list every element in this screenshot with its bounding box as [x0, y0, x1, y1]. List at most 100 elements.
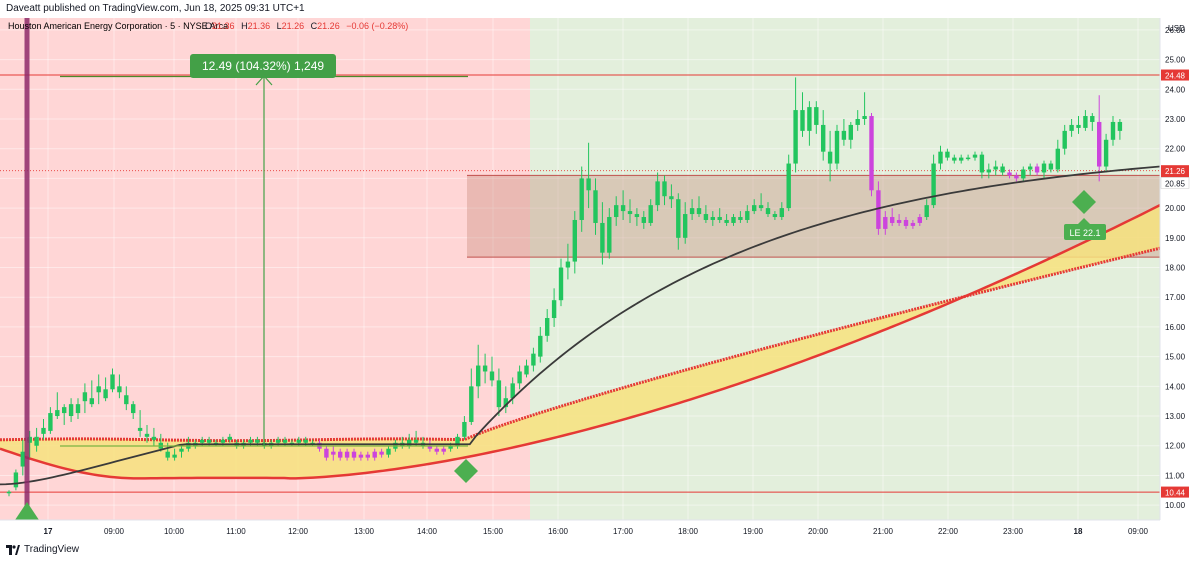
candle-body — [103, 389, 108, 399]
y-tick-label: 23.00 — [1165, 115, 1186, 124]
price-tag: 21.26 — [1165, 167, 1186, 176]
candle-body — [469, 386, 474, 422]
candle-body — [517, 371, 522, 384]
candle-body — [110, 374, 115, 390]
candle-body — [124, 395, 129, 405]
candle-body — [275, 439, 281, 443]
y-tick-label: 14.00 — [1165, 382, 1186, 391]
candle-body — [807, 107, 812, 131]
candle-body — [489, 371, 495, 381]
candle-body — [1103, 139, 1109, 167]
candle-body — [358, 454, 364, 458]
candle-body — [441, 448, 446, 452]
candle-body — [745, 211, 750, 220]
candle-body — [220, 439, 226, 443]
y-tick-label: 10.00 — [1165, 501, 1186, 510]
x-tick-label: 16:00 — [548, 527, 569, 536]
entry-pointer-icon — [1078, 218, 1090, 224]
candle-body — [634, 214, 640, 218]
y-tick-label: 13.00 — [1165, 412, 1186, 421]
candle-body — [965, 157, 971, 160]
candle-body — [372, 451, 377, 458]
candle-body — [779, 208, 784, 218]
x-tick-label: 20:00 — [808, 527, 829, 536]
candle-body — [34, 436, 39, 446]
candle-body — [1000, 166, 1005, 173]
x-tick-label: 13:00 — [354, 527, 375, 536]
y-tick-label: 11.00 — [1165, 471, 1185, 480]
candle-body — [1062, 130, 1067, 149]
candle-body — [834, 130, 840, 164]
candle-body — [41, 427, 46, 434]
candle-body — [151, 436, 157, 440]
candle-body — [986, 169, 991, 173]
price-chart[interactable]: 12.49 (104.32%) 1,249 LE 22.1 Houston Ame… — [0, 18, 1200, 543]
candle-body — [938, 151, 943, 164]
y-tick-label: 16.00 — [1165, 323, 1186, 332]
candle-body — [800, 110, 805, 131]
candle-body — [972, 154, 978, 158]
x-tick-label: 14:00 — [417, 527, 438, 536]
time-axis — [0, 520, 1160, 543]
candle-body — [331, 451, 336, 455]
candle-body — [1034, 166, 1040, 173]
candle-body — [1048, 163, 1054, 170]
x-tick-label: 11:00 — [226, 527, 246, 536]
candle-body — [227, 436, 232, 440]
candle-body — [903, 219, 909, 226]
candle-body — [683, 214, 688, 238]
price-tag: 20.85 — [1165, 179, 1186, 188]
candle-body — [827, 151, 833, 164]
moving-average-line — [0, 165, 1161, 486]
axis-currency: USD — [1168, 24, 1185, 33]
candle-body — [324, 448, 329, 458]
candle-body — [165, 451, 170, 458]
candle-body — [455, 436, 460, 446]
candle-body — [62, 407, 67, 414]
x-tick-label: 17 — [44, 527, 53, 536]
candle-body — [1076, 124, 1081, 128]
candle-body — [924, 205, 929, 218]
candle-body — [648, 205, 653, 223]
candle-body — [952, 157, 957, 161]
candle-body — [96, 386, 101, 393]
candle-body — [496, 380, 502, 408]
band-lower-line — [0, 204, 1161, 480]
measure-label-box — [190, 54, 336, 78]
candle-body — [979, 154, 985, 173]
buy-signal-triangle-icon — [15, 502, 39, 520]
candle-body — [338, 451, 343, 458]
candle-body — [117, 386, 122, 393]
y-tick-label: 17.00 — [1165, 293, 1186, 302]
publisher-bar: Daveatt published on TradingView.com, Ju… — [6, 3, 305, 14]
candle-body — [510, 383, 515, 399]
signal-diamond-icon — [1072, 190, 1096, 214]
y-tick-label: 15.00 — [1165, 353, 1186, 362]
candle-body — [13, 472, 19, 488]
tradingview-footer[interactable]: TradingView — [6, 543, 79, 557]
candle-body — [1090, 116, 1095, 122]
candle-body — [282, 439, 288, 443]
candle-body — [614, 205, 619, 218]
short-session-bg — [0, 18, 530, 520]
candle-body — [296, 439, 301, 443]
candle-body — [1014, 175, 1019, 179]
candle-body — [545, 318, 550, 336]
candle-body — [172, 454, 177, 458]
candle-body — [917, 217, 922, 223]
y-tick-label: 26.00 — [1165, 26, 1186, 35]
candle-body — [551, 300, 557, 319]
candle-body — [524, 365, 529, 375]
x-tick-label: 12:00 — [288, 527, 309, 536]
candle-body — [434, 448, 439, 452]
candle-body — [627, 211, 633, 215]
candle-body — [75, 404, 81, 414]
candle-body — [883, 217, 888, 229]
price-tag-box — [1161, 69, 1189, 81]
candle-body — [20, 451, 25, 467]
candle-body — [910, 222, 916, 226]
candle-body — [703, 214, 709, 220]
price-tag: 24.48 — [1165, 72, 1186, 81]
candle-body — [717, 217, 722, 220]
candle-body — [579, 178, 584, 220]
